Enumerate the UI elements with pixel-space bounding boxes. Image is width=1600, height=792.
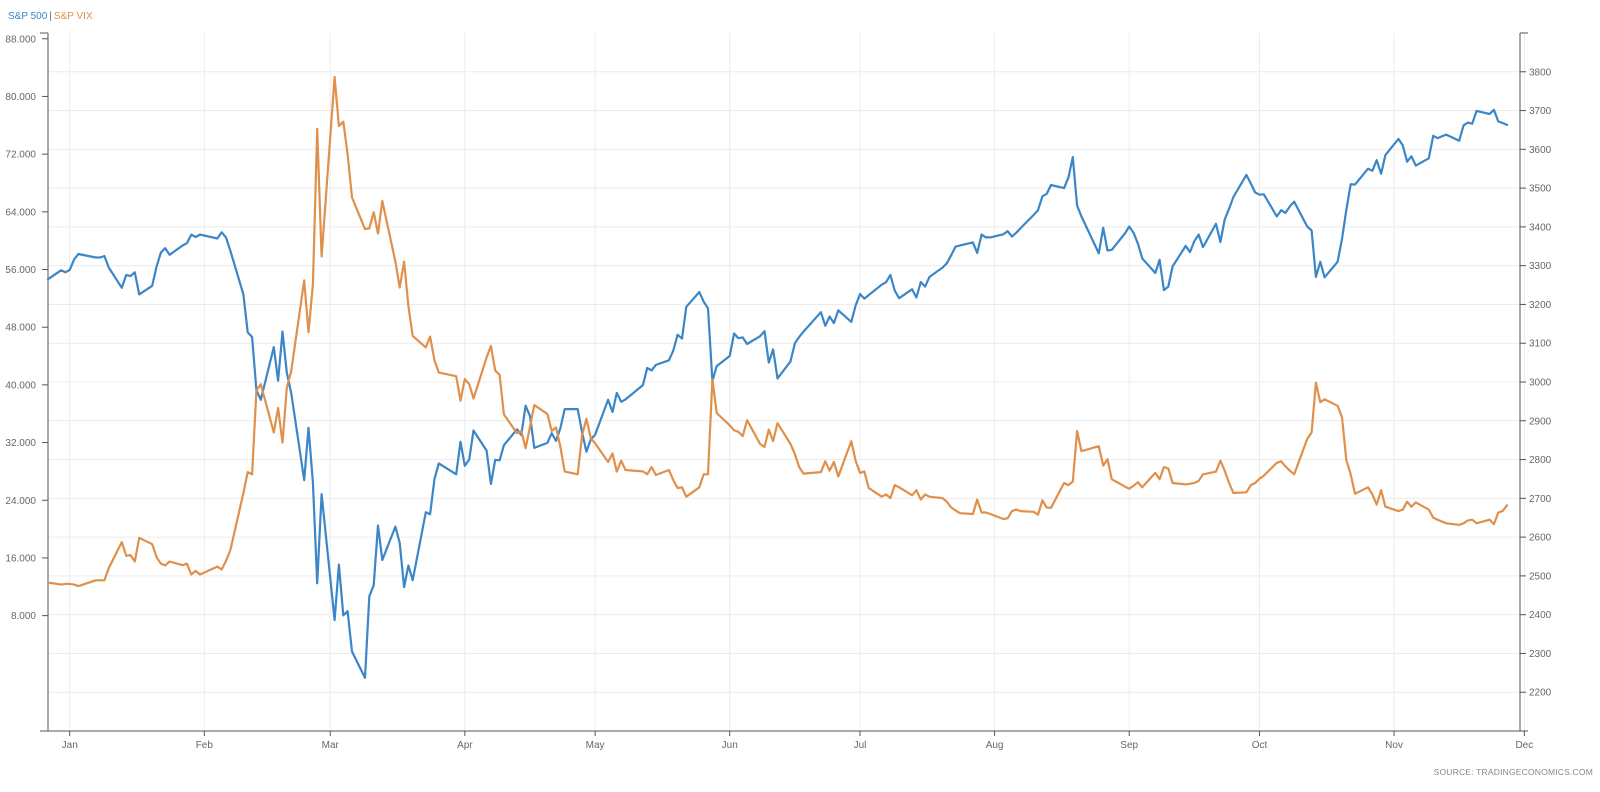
left-axis-tick-label: 88.000 — [5, 34, 36, 45]
right-axis-tick-label: 2300 — [1529, 649, 1552, 660]
right-axis-tick-label: 2500 — [1529, 571, 1552, 582]
x-axis-tick-label: May — [586, 740, 605, 751]
legend-separator: | — [49, 11, 52, 22]
right-axis-tick-label: 2800 — [1529, 455, 1552, 466]
left-axis-tick-label: 72.000 — [5, 150, 36, 161]
x-axis-tick-label: Mar — [322, 740, 340, 751]
right-axis-tick-label: 2700 — [1529, 494, 1552, 505]
right-axis-tick-label: 3400 — [1529, 222, 1552, 233]
x-axis-tick-label: Nov — [1385, 740, 1403, 751]
right-axis-tick-label: 2900 — [1529, 416, 1552, 427]
x-axis-tick-label: Dec — [1515, 740, 1533, 751]
left-axis-tick-label: 8.000 — [11, 611, 36, 622]
x-axis-tick-label: Sep — [1120, 740, 1138, 751]
left-axis-tick-label: 24.000 — [5, 496, 36, 507]
legend-vix-label[interactable]: S&P VIX — [53, 11, 93, 22]
left-axis-tick-label: 48.000 — [5, 323, 36, 334]
left-axis-tick-label: 32.000 — [5, 438, 36, 449]
x-axis-tick-label: Jul — [854, 740, 867, 751]
x-axis-tick-label: Feb — [196, 740, 214, 751]
left-axis-tick-label: 16.000 — [5, 553, 36, 564]
left-axis-tick-label: 56.000 — [5, 265, 36, 276]
right-axis-tick-label: 2400 — [1529, 610, 1552, 621]
source-credit: SOURCE: TRADINGECONOMICS.COM — [1433, 767, 1593, 777]
x-axis-tick-label: Aug — [986, 740, 1004, 751]
right-axis-tick-label: 3300 — [1529, 261, 1552, 272]
left-axis-tick-label: 80.000 — [5, 92, 36, 103]
x-axis-tick-label: Jan — [62, 740, 78, 751]
right-axis-tick-label: 2200 — [1529, 688, 1552, 699]
chart-legend: S&P 500 | S&P VIX — [8, 11, 93, 22]
right-axis-tick-label: 3600 — [1529, 145, 1552, 156]
right-axis-tick-label: 3800 — [1529, 67, 1552, 78]
series-line-s-p-500[interactable] — [46, 108, 1509, 680]
left-axis-tick-label: 64.000 — [5, 207, 36, 218]
right-axis-tick-label: 3500 — [1529, 184, 1552, 195]
right-axis-tick-label: 3100 — [1529, 339, 1552, 350]
x-axis-tick-label: Oct — [1252, 740, 1268, 751]
series-line-s-p-vix[interactable] — [46, 75, 1509, 588]
left-axis-tick-label: 40.000 — [5, 380, 36, 391]
x-axis-tick-label: Jun — [722, 740, 738, 751]
right-axis-tick-label: 3700 — [1529, 106, 1552, 117]
right-axis-tick-label: 3000 — [1529, 378, 1552, 389]
legend-sp500-label[interactable]: S&P 500 — [8, 11, 48, 22]
x-axis-tick-label: Apr — [457, 740, 473, 751]
right-axis-tick-label: 3200 — [1529, 300, 1552, 311]
right-axis-tick-label: 2600 — [1529, 533, 1552, 544]
